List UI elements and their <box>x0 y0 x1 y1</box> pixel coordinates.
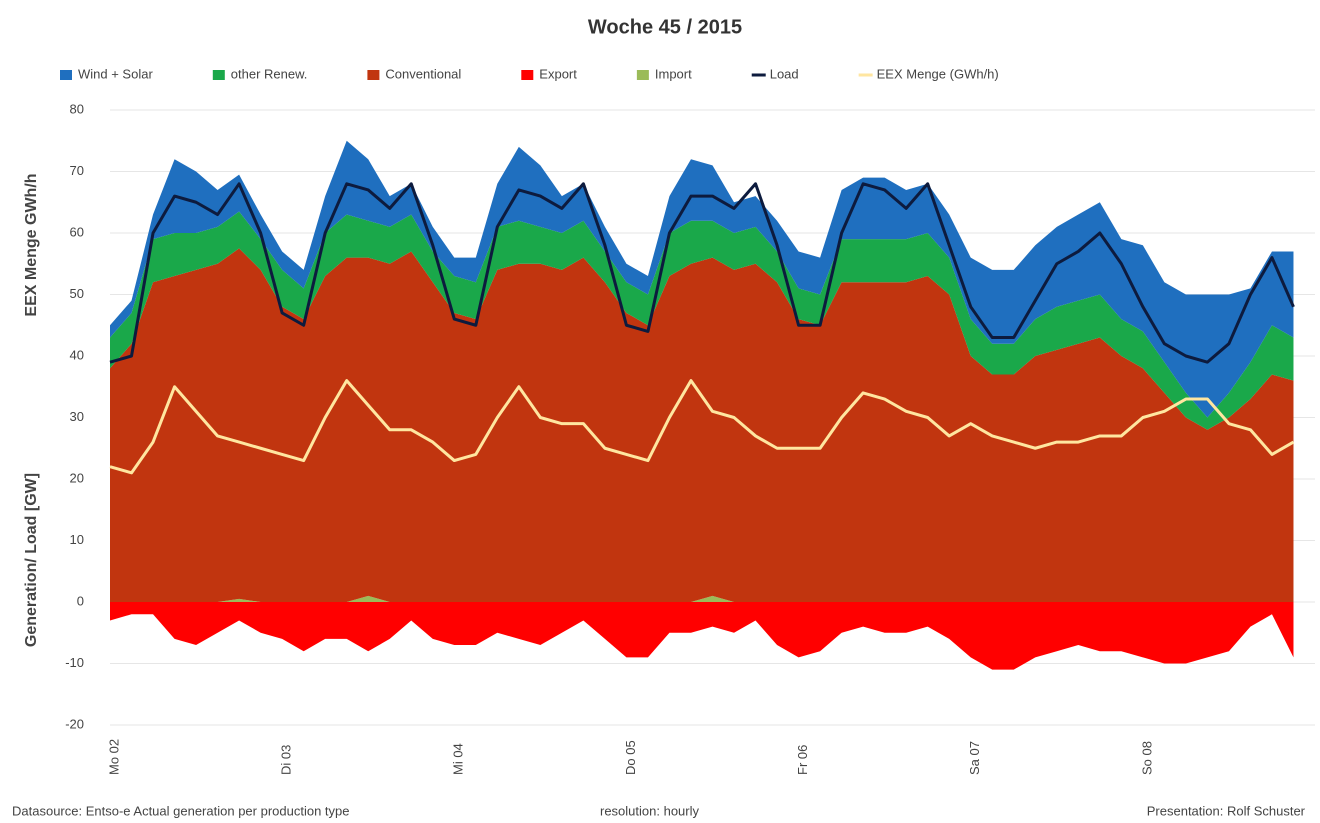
legend-label: Import <box>655 66 692 81</box>
x-tick-label: Di 03 <box>279 745 294 775</box>
legend-swatch <box>60 70 72 80</box>
legend-label: Load <box>770 66 799 81</box>
legend-swatch <box>212 70 225 80</box>
line-series <box>109 379 1295 475</box>
y-tick-label: 50 <box>70 286 84 301</box>
legend-label: other Renew. <box>231 66 308 81</box>
resolution-note: resolution: hourly <box>600 803 699 818</box>
line-series <box>109 182 1295 364</box>
chart-title: Woche 45 / 2015 <box>588 16 742 38</box>
y-tick-label: 40 <box>70 347 84 362</box>
y-tick-label: 10 <box>70 532 84 547</box>
y-tick-label: -10 <box>65 655 84 670</box>
area-series <box>110 602 1294 670</box>
y-tick-label: 70 <box>70 163 84 178</box>
legend-label: Wind + Solar <box>78 66 153 81</box>
legend-label: Conventional <box>385 66 461 81</box>
x-tick-label: Fr 06 <box>795 745 810 775</box>
y-tick-label: 20 <box>70 470 84 485</box>
y-tick-label: 80 <box>70 101 84 116</box>
area-series <box>110 595 1294 602</box>
y-axis-label-eex: EEX Menge GWh/h <box>23 173 40 316</box>
x-tick-label: Mi 04 <box>451 743 466 775</box>
x-tick-label: Sa 07 <box>967 741 982 775</box>
source-note: Datasource: Entso-e Actual generation pe… <box>12 803 350 818</box>
x-tick-label: So 08 <box>1139 741 1154 775</box>
legend-swatch <box>636 70 649 80</box>
legend-label: Export <box>539 66 577 81</box>
y-tick-label: -20 <box>65 716 84 731</box>
y-tick-label: 60 <box>70 224 84 239</box>
areas <box>110 140 1294 670</box>
x-tick-label: Mo 02 <box>106 739 121 775</box>
y-tick-label: 30 <box>70 409 84 424</box>
area-series <box>110 140 1294 418</box>
legend-label: EEX Menge (GWh/h) <box>877 66 999 81</box>
area-series <box>110 248 1294 602</box>
lines <box>109 182 1295 475</box>
credit-note: Presentation: Rolf Schuster <box>1147 803 1306 818</box>
legend-swatch <box>521 70 534 80</box>
legend-swatch <box>367 70 380 80</box>
area-series <box>110 211 1294 430</box>
y-tick-label: 0 <box>77 593 84 608</box>
x-tick-label: Do 05 <box>623 740 638 775</box>
y-axis-label: Generation/ Load [GW] <box>23 473 40 647</box>
